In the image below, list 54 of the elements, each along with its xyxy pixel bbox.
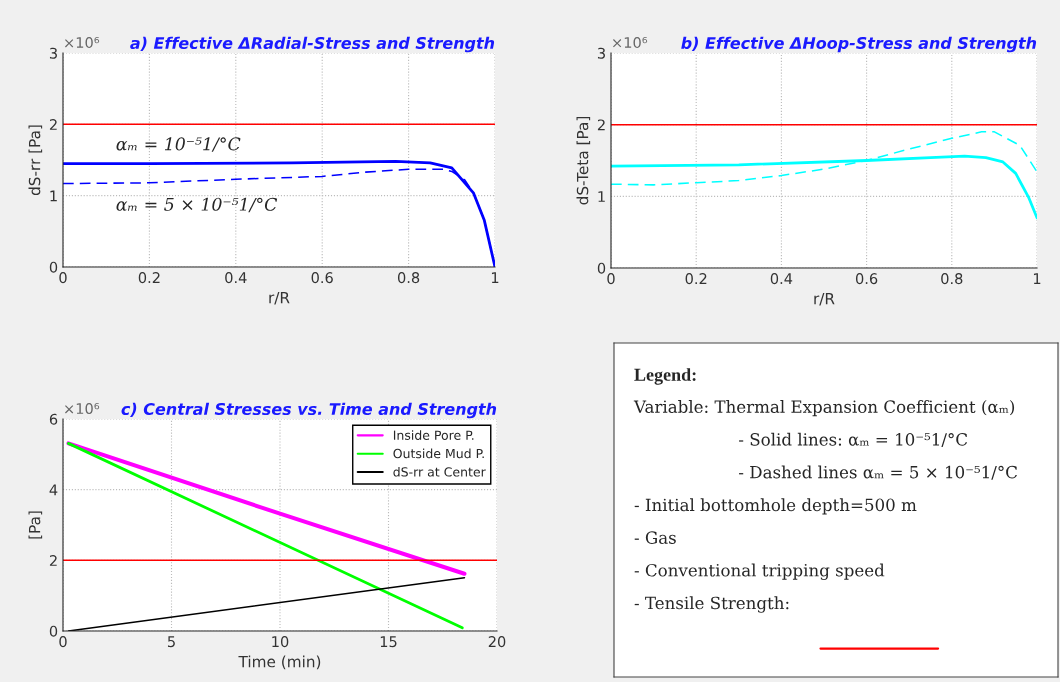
y-axis-title: dS-Teta [Pa] [576, 116, 591, 205]
x-tick-label: 0.8 [397, 272, 420, 284]
y-tick-label: 0 [49, 625, 58, 637]
x-tick-label: 0.6 [855, 273, 878, 285]
x-tick-label: 1 [1033, 273, 1041, 284]
x-tick-label: 0.8 [941, 273, 963, 285]
y-axis-title: [Pa] [28, 511, 43, 539]
x-tick-label: 0 [59, 636, 67, 648]
chart-title: c) Central Stresses vs. Time and Strength [121, 402, 497, 419]
legend-label: Outside Mud P. [393, 448, 484, 459]
chart-title: a) Effective ΔRadial-Stress and Strength [130, 36, 495, 53]
text: - Solid lines: αₘ = 10⁻⁵1/°C [739, 432, 968, 448]
series-label: αₘ = 5 × 10⁻⁵1/°C [116, 197, 278, 213]
text: Variable: Thermal Expansion Coefficient (αₘ) [633, 400, 1015, 417]
y-tick-label: 4 [49, 484, 58, 496]
text: ×10⁶ [65, 37, 100, 49]
x-tick-label: 0.4 [225, 272, 247, 284]
x-axis-title: r/R [814, 293, 835, 306]
text: - Tensile Strength: [634, 596, 789, 613]
x-tick-label: 5 [167, 636, 175, 648]
text: ×10⁶ [613, 36, 648, 49]
x-tick-label: 0.4 [770, 273, 793, 285]
x-tick-label: 1 [491, 272, 499, 283]
x-axis-title: r/R [269, 292, 290, 305]
legend-label: Inside Pore P. [393, 430, 474, 440]
series-label: αₘ = 10⁻⁵1/°C [116, 137, 241, 152]
x-tick-label: 0.2 [138, 272, 160, 284]
x-tick-label: 20 [488, 636, 506, 648]
legend-label: dS-rr at Center [393, 466, 486, 477]
x-tick-label: 10 [272, 636, 289, 648]
y-tick-label: 6 [49, 413, 58, 425]
y-tick-label: 1 [598, 191, 605, 202]
text: - Gas [634, 531, 676, 544]
y-tick-label: 3 [597, 47, 605, 59]
x-tick-label: 0 [59, 272, 67, 284]
y-tick-label: 0 [49, 261, 58, 273]
y-tick-label: 1 [50, 190, 57, 202]
x-axis-title: Time (min) [238, 655, 321, 670]
x-tick-label: 15 [380, 636, 397, 648]
y-tick-label: 2 [49, 119, 57, 130]
y-axis-title: dS-rr [Pa] [28, 125, 43, 196]
text: ×10⁶ [65, 403, 100, 415]
y-tick-label: 0 [597, 262, 606, 274]
text: - Dashed lines αₘ = 5 × 10⁻⁵1/°C [739, 465, 1017, 480]
x-tick-label: 0 [607, 273, 615, 285]
x-tick-label: 0.2 [685, 273, 707, 285]
y-tick-label: 2 [597, 119, 605, 131]
chart-title: b) Effective ΔHoop-Stress and Strength [681, 36, 1037, 53]
text: - Initial bottomhole depth=500 m [634, 498, 917, 515]
x-tick-label: 0.6 [311, 272, 333, 284]
y-tick-label: 3 [49, 47, 57, 59]
y-tick-label: 2 [49, 555, 57, 566]
text: Legend: [634, 368, 696, 385]
text: - Conventional tripping speed [634, 563, 885, 580]
